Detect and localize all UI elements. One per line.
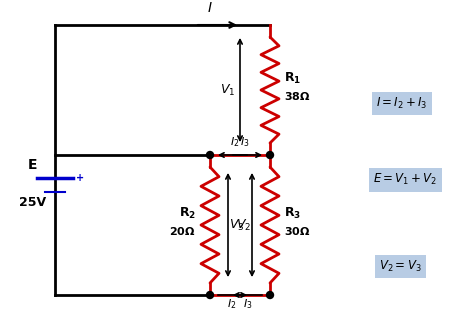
- Text: $I$: $I$: [207, 1, 213, 15]
- Text: $\mathbf{30\Omega}$: $\mathbf{30\Omega}$: [284, 225, 310, 237]
- Text: $I = I_2 + I_3$: $I = I_2 + I_3$: [376, 96, 428, 111]
- Text: $V_2$: $V_2$: [236, 217, 251, 232]
- Text: 25V: 25V: [19, 196, 46, 209]
- Text: $E = V_1 + V_2$: $E = V_1 + V_2$: [373, 172, 438, 187]
- Text: $I_2$: $I_2$: [230, 135, 240, 149]
- Circle shape: [207, 152, 213, 159]
- Text: $V_2 = V_3$: $V_2 = V_3$: [379, 259, 422, 274]
- Text: $I_3$: $I_3$: [240, 135, 250, 149]
- Text: +: +: [76, 173, 84, 183]
- Text: $I_3$: $I_3$: [243, 297, 253, 311]
- Text: E: E: [28, 158, 38, 172]
- Circle shape: [266, 291, 273, 298]
- Text: $\mathbf{38\Omega}$: $\mathbf{38\Omega}$: [284, 90, 310, 102]
- Text: $V_1$: $V_1$: [220, 83, 236, 98]
- Circle shape: [266, 152, 273, 159]
- Text: $I_2$: $I_2$: [228, 297, 237, 311]
- Text: $\mathbf{R_3}$: $\mathbf{R_3}$: [284, 205, 301, 220]
- Text: $\mathbf{20\Omega}$: $\mathbf{20\Omega}$: [169, 225, 196, 237]
- Text: $\mathbf{R_2}$: $\mathbf{R_2}$: [179, 205, 196, 220]
- Text: $V_3$: $V_3$: [228, 217, 244, 232]
- Circle shape: [207, 291, 213, 298]
- Text: $\mathbf{R_1}$: $\mathbf{R_1}$: [284, 71, 301, 86]
